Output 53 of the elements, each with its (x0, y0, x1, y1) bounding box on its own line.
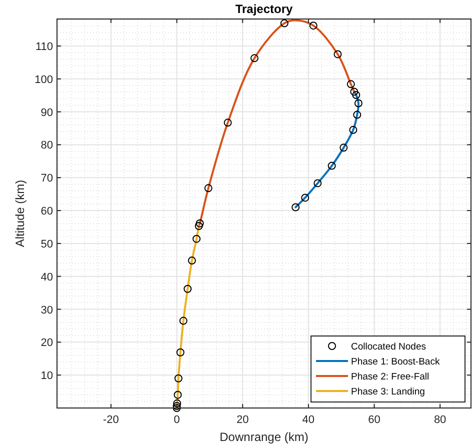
point (292, 203, 300, 212)
point (350, 88, 358, 96)
point (349, 126, 358, 134)
point (354, 99, 362, 108)
point (224, 118, 232, 127)
point (173, 399, 182, 408)
x-tick-label: 40 (302, 414, 315, 426)
y-tick-label: 110 (35, 40, 53, 53)
point (334, 50, 342, 58)
chart-title: Trajectory (235, 2, 293, 16)
legend-label: Collocated Nodes (351, 342, 426, 352)
x-axis-title: Downrange (km) (220, 430, 308, 444)
y-tick-label: 40 (40, 271, 53, 284)
y-tick-label: 30 (40, 304, 53, 316)
x-tick-label: 0 (174, 414, 180, 426)
point (174, 374, 182, 382)
y-tick-label: 20 (40, 337, 53, 350)
point (188, 256, 196, 265)
point (176, 348, 184, 356)
point (340, 144, 348, 152)
point (280, 19, 288, 28)
y-tick-label: 10 (40, 370, 53, 382)
y-tick-label: 80 (40, 140, 53, 152)
point (174, 390, 182, 399)
point (353, 110, 362, 119)
point (314, 179, 322, 188)
point (179, 316, 188, 325)
legend-label: Phase 1: Boost-Back (351, 356, 440, 368)
point (194, 222, 203, 230)
y-tick-label: 90 (40, 106, 53, 119)
point (184, 284, 192, 293)
x-tick-label: 60 (368, 414, 380, 426)
y-tick-label: 100 (34, 74, 53, 86)
y-axis-title: Altitude (km) (13, 180, 27, 248)
x-tick-label: 20 (236, 414, 249, 426)
point (204, 184, 212, 192)
y-tick-label: 70 (40, 172, 53, 185)
point (172, 404, 181, 412)
point (328, 162, 336, 170)
point (172, 402, 181, 410)
x-tick-label: 80 (434, 414, 446, 426)
point (250, 54, 258, 62)
x-tick-label: -20 (103, 414, 119, 426)
y-tick-label: 50 (40, 238, 53, 250)
legend-label: Phase 2: Free-Fall (351, 372, 430, 382)
y-tick-label: 60 (40, 206, 53, 218)
point (309, 22, 318, 30)
point (352, 91, 360, 100)
point (192, 234, 201, 243)
point (196, 219, 204, 228)
point (301, 194, 310, 202)
legend-label: Phase 3: Landing (351, 386, 425, 398)
point (346, 80, 355, 88)
